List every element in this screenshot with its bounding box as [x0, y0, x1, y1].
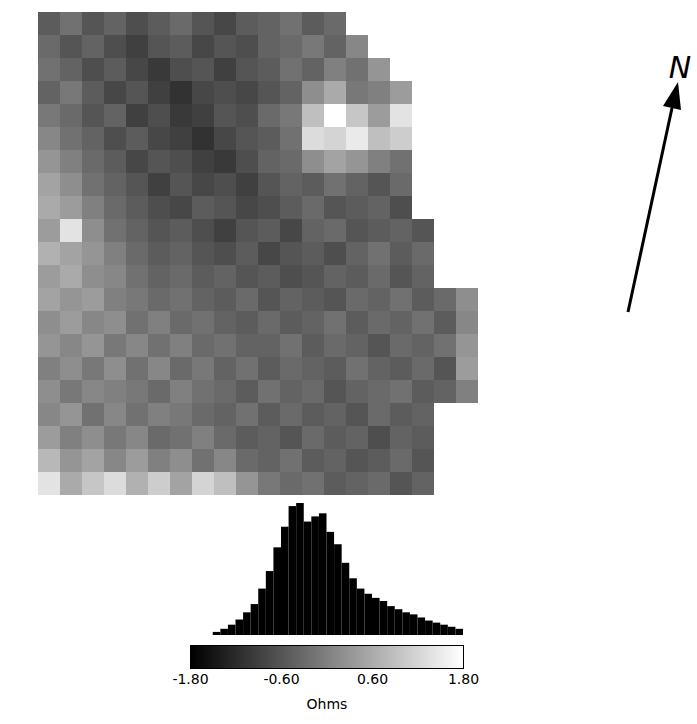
svg-text:0.60: 0.60 [357, 671, 388, 687]
svg-text:Ohms: Ohms [307, 696, 348, 712]
svg-text:-1.80: -1.80 [172, 671, 208, 687]
svg-text:-0.60: -0.60 [263, 671, 299, 687]
svg-text:N: N [669, 50, 691, 85]
svg-text:1.80: 1.80 [448, 671, 479, 687]
